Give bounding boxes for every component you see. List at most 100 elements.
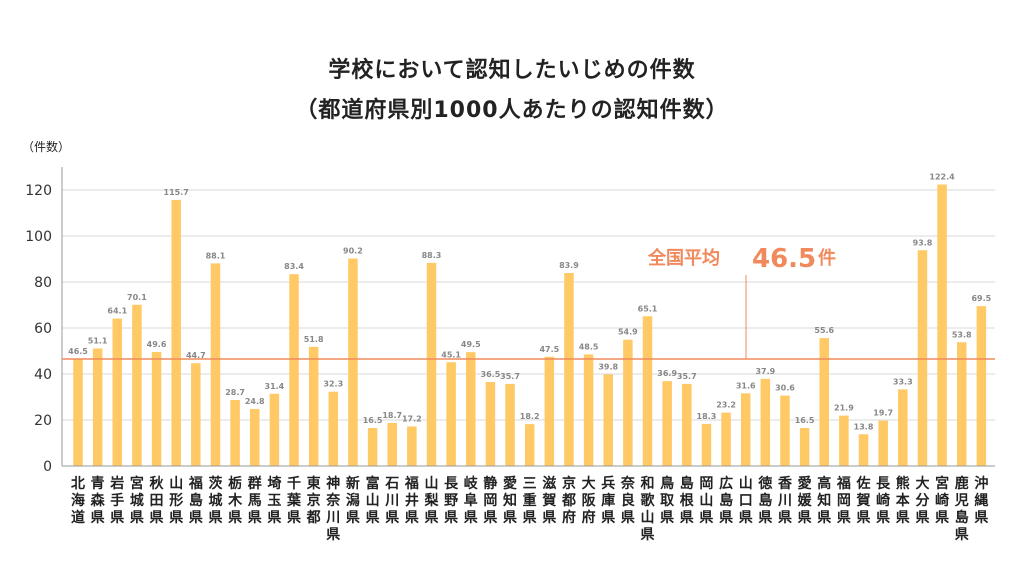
data-label: 36.5 xyxy=(481,370,501,379)
bar xyxy=(269,393,280,466)
bar xyxy=(858,434,869,466)
data-label: 44.7 xyxy=(186,351,206,360)
y-tick-label: 120 xyxy=(25,183,52,199)
data-label: 39.8 xyxy=(598,362,618,371)
x-tick-label: 兵庫県 xyxy=(601,475,615,526)
data-label: 51.1 xyxy=(88,336,108,345)
bar xyxy=(956,342,967,466)
bar xyxy=(937,184,947,467)
data-label: 31.6 xyxy=(736,381,756,390)
x-tick-label: 大阪府 xyxy=(582,475,597,526)
data-label: 24.8 xyxy=(245,397,265,406)
x-tick-label: 愛媛県 xyxy=(797,475,813,526)
x-tick-label: 神奈川県 xyxy=(325,475,341,543)
data-label: 54.9 xyxy=(618,328,638,337)
bar xyxy=(701,423,712,466)
bar xyxy=(308,346,319,466)
x-tick-label: 奈良県 xyxy=(620,475,636,526)
average-unit: 件 xyxy=(818,247,836,269)
bar xyxy=(191,363,201,466)
data-label: 65.1 xyxy=(638,304,658,313)
x-tick-label: 徳島県 xyxy=(757,475,772,526)
y-tick-label: 60 xyxy=(34,321,52,337)
data-label: 16.5 xyxy=(363,416,383,425)
data-label: 49.5 xyxy=(461,340,481,349)
x-tick-label: 岐阜県 xyxy=(464,475,479,526)
data-label: 30.6 xyxy=(775,384,795,393)
x-tick-label: 京都府 xyxy=(561,475,576,526)
bar xyxy=(426,262,437,466)
average-value: 46.5 xyxy=(752,244,816,274)
data-label: 18.2 xyxy=(520,412,540,421)
bar xyxy=(328,391,339,466)
data-label: 93.8 xyxy=(913,238,933,247)
x-tick-label: 佐賀県 xyxy=(856,475,871,526)
data-label: 90.2 xyxy=(343,247,363,256)
x-tick-label: 青森県 xyxy=(91,475,106,526)
average-label: 全国平均 xyxy=(647,247,720,269)
bar xyxy=(367,428,378,466)
data-label: 37.9 xyxy=(755,367,775,376)
bar xyxy=(898,389,908,466)
bar xyxy=(210,263,221,466)
data-label: 33.3 xyxy=(893,377,913,386)
x-tick-label: 埼玉県 xyxy=(267,475,281,526)
x-tick-label: 鹿児島県 xyxy=(954,475,969,543)
bar xyxy=(348,258,358,466)
data-label: 70.1 xyxy=(127,293,147,302)
data-label: 51.8 xyxy=(304,335,324,344)
x-tick-label: 沖縄県 xyxy=(974,475,988,526)
bar xyxy=(387,422,397,466)
data-label: 13.8 xyxy=(854,422,874,431)
bar xyxy=(623,339,633,466)
bar xyxy=(466,352,476,466)
x-tick-label: 宮城県 xyxy=(130,475,144,526)
data-label: 46.5 xyxy=(68,347,88,356)
data-label: 19.7 xyxy=(873,409,893,418)
data-label: 88.3 xyxy=(422,251,442,260)
bar xyxy=(760,378,771,466)
data-label: 16.5 xyxy=(795,416,815,425)
bar xyxy=(583,354,594,466)
bar xyxy=(603,374,613,466)
x-tick-label: 岩手県 xyxy=(109,475,124,526)
bar xyxy=(642,316,653,466)
bar xyxy=(524,424,535,466)
bar xyxy=(92,348,103,466)
x-tick-label: 栃木県 xyxy=(227,475,243,526)
bar xyxy=(662,381,672,466)
x-tick-label: 長野県 xyxy=(444,476,459,526)
x-tick-label: 愛知県 xyxy=(503,475,517,526)
data-label: 36.9 xyxy=(657,369,677,378)
chart-title: 学校において認知したいじめの件数 xyxy=(328,58,696,83)
bar xyxy=(230,399,240,466)
data-label: 88.1 xyxy=(206,251,226,260)
data-label: 31.4 xyxy=(265,382,285,391)
y-tick-label: 20 xyxy=(34,413,52,429)
data-label: 83.9 xyxy=(559,261,579,270)
x-tick-label: 広島県 xyxy=(719,475,733,526)
x-tick-label: 山形県 xyxy=(169,476,183,526)
bar xyxy=(721,412,731,466)
x-tick-label: 三重県 xyxy=(523,476,537,526)
x-tick-label: 山梨県 xyxy=(423,476,439,526)
bar xyxy=(407,426,417,466)
x-tick-label: 岡山県 xyxy=(699,476,713,526)
x-tick-label: 富山県 xyxy=(366,475,380,526)
x-tick-label: 大分県 xyxy=(915,475,929,526)
data-label: 45.1 xyxy=(441,350,461,359)
x-tick-label: 長崎県 xyxy=(876,476,891,526)
data-label: 28.7 xyxy=(225,388,245,397)
bar xyxy=(112,318,123,466)
y-tick-label: 40 xyxy=(34,367,52,383)
data-label: 18.3 xyxy=(697,412,717,421)
x-tick-label: 香川県 xyxy=(777,475,793,526)
x-tick-label: 静岡県 xyxy=(483,475,497,526)
data-label: 122.4 xyxy=(929,172,955,181)
x-tick-label: 石川県 xyxy=(384,476,399,526)
x-tick-label: 滋賀県 xyxy=(541,475,556,526)
x-tick-label: 福岡県 xyxy=(836,475,851,526)
bar xyxy=(878,420,888,466)
bar xyxy=(544,356,555,466)
